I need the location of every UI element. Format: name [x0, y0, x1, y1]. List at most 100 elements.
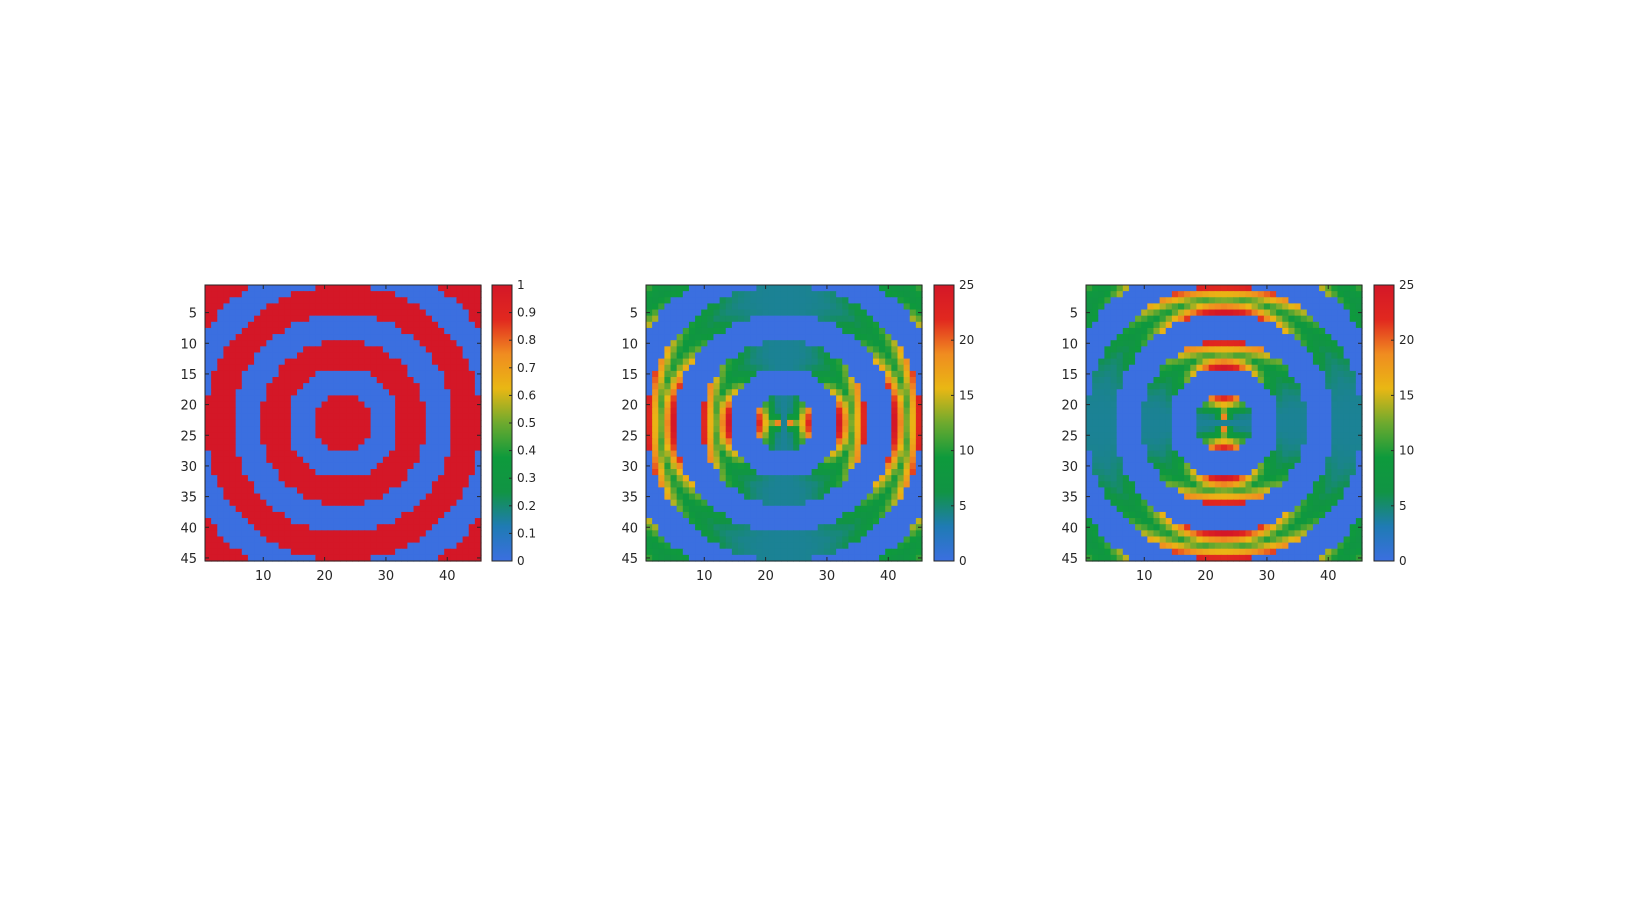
heatmap-cell — [762, 334, 770, 341]
heatmap-cell — [223, 511, 231, 519]
heatmap-cell — [1159, 327, 1167, 335]
heatmap-cell — [327, 432, 335, 439]
heatmap-cell — [842, 327, 849, 335]
heatmap-cell — [658, 303, 665, 311]
heatmap-cell — [860, 315, 868, 323]
heatmap-cell — [247, 530, 255, 538]
heatmap-cell — [780, 444, 788, 452]
heatmap-cell — [799, 346, 807, 354]
heatmap-cell — [235, 407, 243, 415]
heatmap-cell — [719, 327, 727, 335]
heatmap-cell — [909, 321, 917, 329]
heatmap-cell — [866, 505, 874, 513]
heatmap-cell — [872, 377, 880, 384]
heatmap-cell — [370, 450, 378, 458]
heatmap-cell — [456, 352, 464, 360]
heatmap-cell — [205, 303, 212, 311]
heatmap-cell — [1147, 377, 1155, 384]
heatmap-cell — [1098, 383, 1105, 390]
heatmap-cell — [474, 548, 482, 556]
heatmap-cell — [425, 505, 433, 513]
heatmap-cell — [909, 377, 917, 384]
heatmap-cell — [658, 419, 665, 427]
heatmap-cell — [1196, 309, 1204, 317]
heatmap-cell — [768, 450, 776, 458]
heatmap-cell — [456, 334, 464, 341]
heatmap-cell — [1300, 389, 1308, 396]
heatmap-cell — [407, 548, 415, 556]
heatmap-cell — [376, 413, 384, 421]
heatmap-cell — [260, 450, 267, 458]
heatmap-cell — [1349, 352, 1357, 360]
heatmap-cell — [713, 462, 721, 470]
heatmap-cell — [676, 401, 684, 409]
heatmap-cell — [1300, 315, 1308, 323]
heatmap-cell — [891, 481, 899, 488]
heatmap-cell — [217, 554, 224, 562]
heatmap-cell — [211, 450, 218, 458]
heatmap-cell — [278, 407, 286, 415]
heatmap-cell — [652, 505, 659, 513]
heatmap-cell — [352, 358, 359, 366]
heatmap-cell — [211, 358, 218, 366]
heatmap-cell — [707, 340, 715, 347]
heatmap-cell — [297, 438, 304, 446]
heatmap-cell — [401, 499, 408, 507]
heatmap-cell — [707, 511, 715, 519]
heatmap-cell — [1257, 285, 1265, 292]
heatmap-cell — [854, 548, 862, 556]
heatmap-cell — [1104, 395, 1112, 403]
heatmap-cell — [1104, 364, 1112, 372]
heatmap-cell — [652, 364, 659, 372]
heatmap-cell — [370, 469, 378, 476]
heatmap-cell — [1128, 370, 1136, 378]
heatmap-cell — [1233, 315, 1240, 323]
heatmap-cell — [646, 469, 653, 476]
heatmap-cell — [229, 450, 237, 458]
heatmap-cell — [836, 487, 843, 495]
heatmap-cell — [254, 309, 261, 317]
heatmap-cell — [1239, 377, 1247, 384]
heatmap-cell — [830, 511, 837, 519]
heatmap-cell — [438, 481, 445, 488]
heatmap-cell — [762, 456, 770, 464]
heatmap-cell — [382, 524, 390, 531]
heatmap-cell — [676, 554, 684, 562]
heatmap-cell — [217, 383, 224, 390]
heatmap-cell — [909, 450, 917, 458]
heatmap-cell — [799, 291, 807, 298]
heatmap-cell — [756, 401, 764, 409]
heatmap-cell — [309, 297, 316, 304]
heatmap-cell — [1208, 377, 1216, 384]
heatmap-cell — [1282, 321, 1289, 329]
heatmap-cell — [419, 395, 427, 403]
heatmap-cell — [1214, 291, 1222, 298]
heatmap-cell — [695, 511, 702, 519]
heatmap-cell — [774, 352, 782, 360]
heatmap-cell — [1312, 389, 1320, 396]
heatmap-cell — [456, 499, 464, 507]
heatmap-cell — [211, 542, 218, 550]
heatmap-cell — [303, 297, 310, 304]
heatmap-cell — [235, 291, 243, 298]
heatmap-cell — [676, 536, 684, 544]
heatmap-cell — [468, 462, 476, 470]
heatmap-cell — [278, 444, 286, 452]
heatmap-cell — [872, 499, 880, 507]
heatmap-cell — [211, 370, 218, 378]
heatmap-cell — [327, 358, 335, 366]
heatmap-cell — [774, 462, 782, 470]
y-tick-label: 10 — [621, 337, 638, 352]
heatmap-cell — [664, 554, 672, 562]
heatmap-cell — [425, 370, 433, 378]
heatmap-cell — [438, 340, 445, 347]
heatmap-cell — [303, 401, 310, 409]
heatmap-cell — [456, 297, 464, 304]
heatmap-cell — [339, 475, 347, 482]
heatmap-cell — [266, 499, 274, 507]
heatmap-cell — [866, 389, 874, 396]
heatmap-cell — [872, 518, 880, 525]
heatmap-cell — [223, 548, 231, 556]
heatmap-cell — [1270, 334, 1277, 341]
heatmap-cell — [1270, 321, 1277, 329]
